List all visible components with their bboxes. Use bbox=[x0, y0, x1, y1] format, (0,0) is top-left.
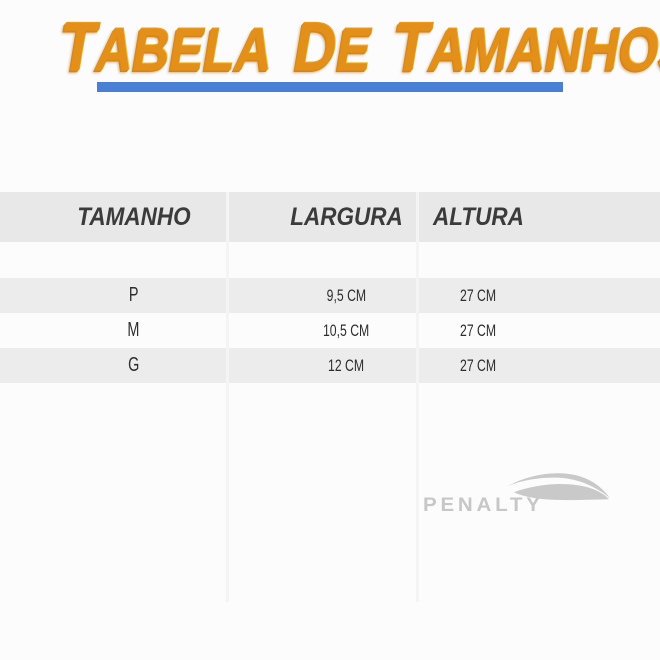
cell-altura-m: 27 CM bbox=[460, 320, 497, 340]
table-spacer-row bbox=[0, 242, 660, 278]
column-divider-1 bbox=[226, 192, 229, 602]
size-table: TAMANHO LARGURA ALTURA P 9,5 CM 27 CM bbox=[0, 192, 660, 383]
cell-altura-p: 27 CM bbox=[460, 285, 497, 305]
cell-size-p: P bbox=[128, 284, 139, 306]
penalty-swoosh-icon bbox=[508, 473, 610, 501]
table-row-p: P 9,5 CM 27 CM bbox=[0, 278, 660, 313]
column-header-altura: ALTURA bbox=[433, 202, 524, 231]
title-word-3: TAMANHOS bbox=[394, 7, 660, 84]
column-header-tamanho: TAMANHO bbox=[76, 202, 191, 231]
cell-altura-g: 27 CM bbox=[460, 355, 497, 375]
cell-largura-m: 10,5 CM bbox=[322, 320, 370, 340]
column-header-largura: LARGURA bbox=[289, 202, 403, 231]
penalty-logo-text: PENALTY bbox=[423, 495, 544, 516]
title-word-1: TABELA bbox=[60, 7, 273, 84]
table-row-m: M 10,5 CM 27 CM bbox=[0, 313, 660, 348]
table-row-g: G 12 CM 27 CM bbox=[0, 348, 660, 383]
title-underline bbox=[97, 82, 563, 92]
column-divider-2 bbox=[416, 192, 419, 602]
cell-size-g: G bbox=[127, 354, 140, 376]
cell-size-m: M bbox=[127, 319, 140, 341]
cell-largura-g: 12 CM bbox=[327, 355, 365, 375]
cell-largura-p: 9,5 CM bbox=[326, 285, 366, 305]
page-title-text: TABELA DE TAMANHOS bbox=[57, 10, 660, 82]
table-header-row: TAMANHO LARGURA ALTURA bbox=[0, 192, 660, 242]
title-word-2: DE bbox=[294, 7, 372, 84]
page-title: TABELA DE TAMANHOS bbox=[0, 10, 660, 82]
